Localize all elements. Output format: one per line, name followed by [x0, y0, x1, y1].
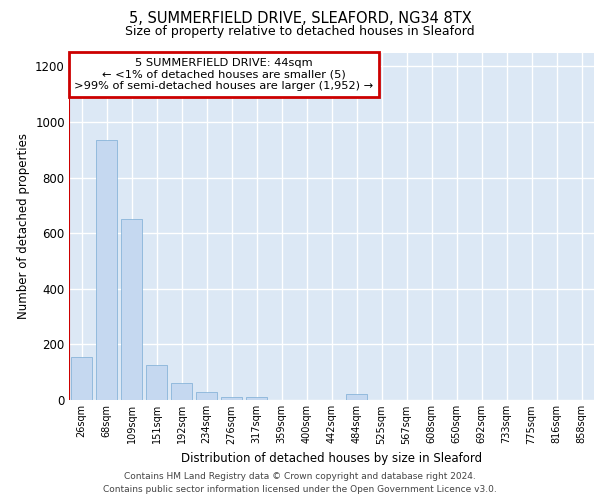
Bar	[71, 357, 92, 400]
Text: 5 SUMMERFIELD DRIVE: 44sqm
← <1% of detached houses are smaller (5)
>99% of semi: 5 SUMMERFIELD DRIVE: 44sqm ← <1% of deta…	[74, 58, 373, 91]
Bar	[121, 220, 142, 400]
Bar	[346, 394, 367, 400]
Bar	[96, 140, 117, 400]
Text: Contains HM Land Registry data © Crown copyright and database right 2024.
Contai: Contains HM Land Registry data © Crown c…	[103, 472, 497, 494]
Text: 5, SUMMERFIELD DRIVE, SLEAFORD, NG34 8TX: 5, SUMMERFIELD DRIVE, SLEAFORD, NG34 8TX	[128, 11, 472, 26]
Text: Size of property relative to detached houses in Sleaford: Size of property relative to detached ho…	[125, 25, 475, 38]
Y-axis label: Number of detached properties: Number of detached properties	[17, 133, 29, 320]
Bar	[246, 396, 267, 400]
Bar	[171, 383, 192, 400]
Bar	[221, 396, 242, 400]
Bar	[146, 365, 167, 400]
Bar	[196, 392, 217, 400]
X-axis label: Distribution of detached houses by size in Sleaford: Distribution of detached houses by size …	[181, 452, 482, 465]
